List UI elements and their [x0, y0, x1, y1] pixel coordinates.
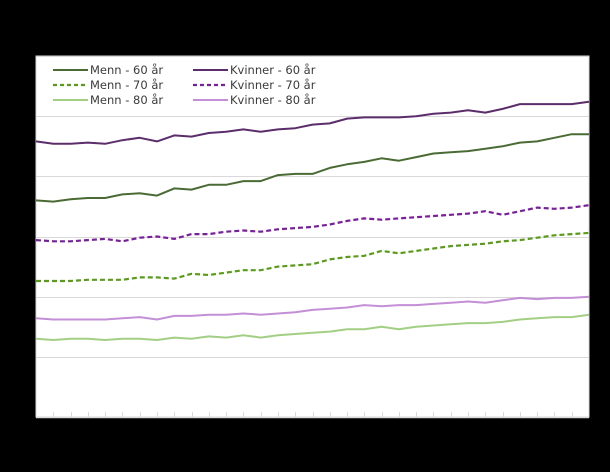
- x-axis-ticks: [53, 412, 573, 417]
- legend-item: Kvinner - 70 år: [193, 78, 316, 92]
- legend-label: Kvinner - 60 år: [230, 63, 316, 77]
- legend-label: Menn - 80 år: [90, 93, 163, 107]
- legend-label: Kvinner - 70 år: [230, 78, 316, 92]
- series-line-kvinner-60-r: [35, 100, 590, 145]
- series-line-menn-70-r: [36, 231, 590, 283]
- legend-label: Kvinner - 80 år: [230, 93, 316, 107]
- legend-label: Menn - 70 år: [90, 78, 163, 92]
- legend-item: Menn - 60 år: [53, 63, 163, 77]
- plot-area: [35, 55, 590, 418]
- legend-item: Kvinner - 80 år: [193, 93, 316, 107]
- series-lines: [35, 100, 590, 341]
- gridlines: [36, 56, 589, 419]
- legend-item: Menn - 80 år: [53, 93, 163, 107]
- series-line-kvinner-70-r: [35, 204, 590, 243]
- series-line-menn-60-r: [35, 133, 589, 203]
- legend-item: Menn - 70 år: [53, 78, 163, 92]
- legend-label: Menn - 60 år: [90, 63, 163, 77]
- series-line-kvinner-80-r: [35, 295, 590, 321]
- legend-item: Kvinner - 60 år: [193, 63, 316, 77]
- series-line-menn-80-r: [35, 313, 590, 341]
